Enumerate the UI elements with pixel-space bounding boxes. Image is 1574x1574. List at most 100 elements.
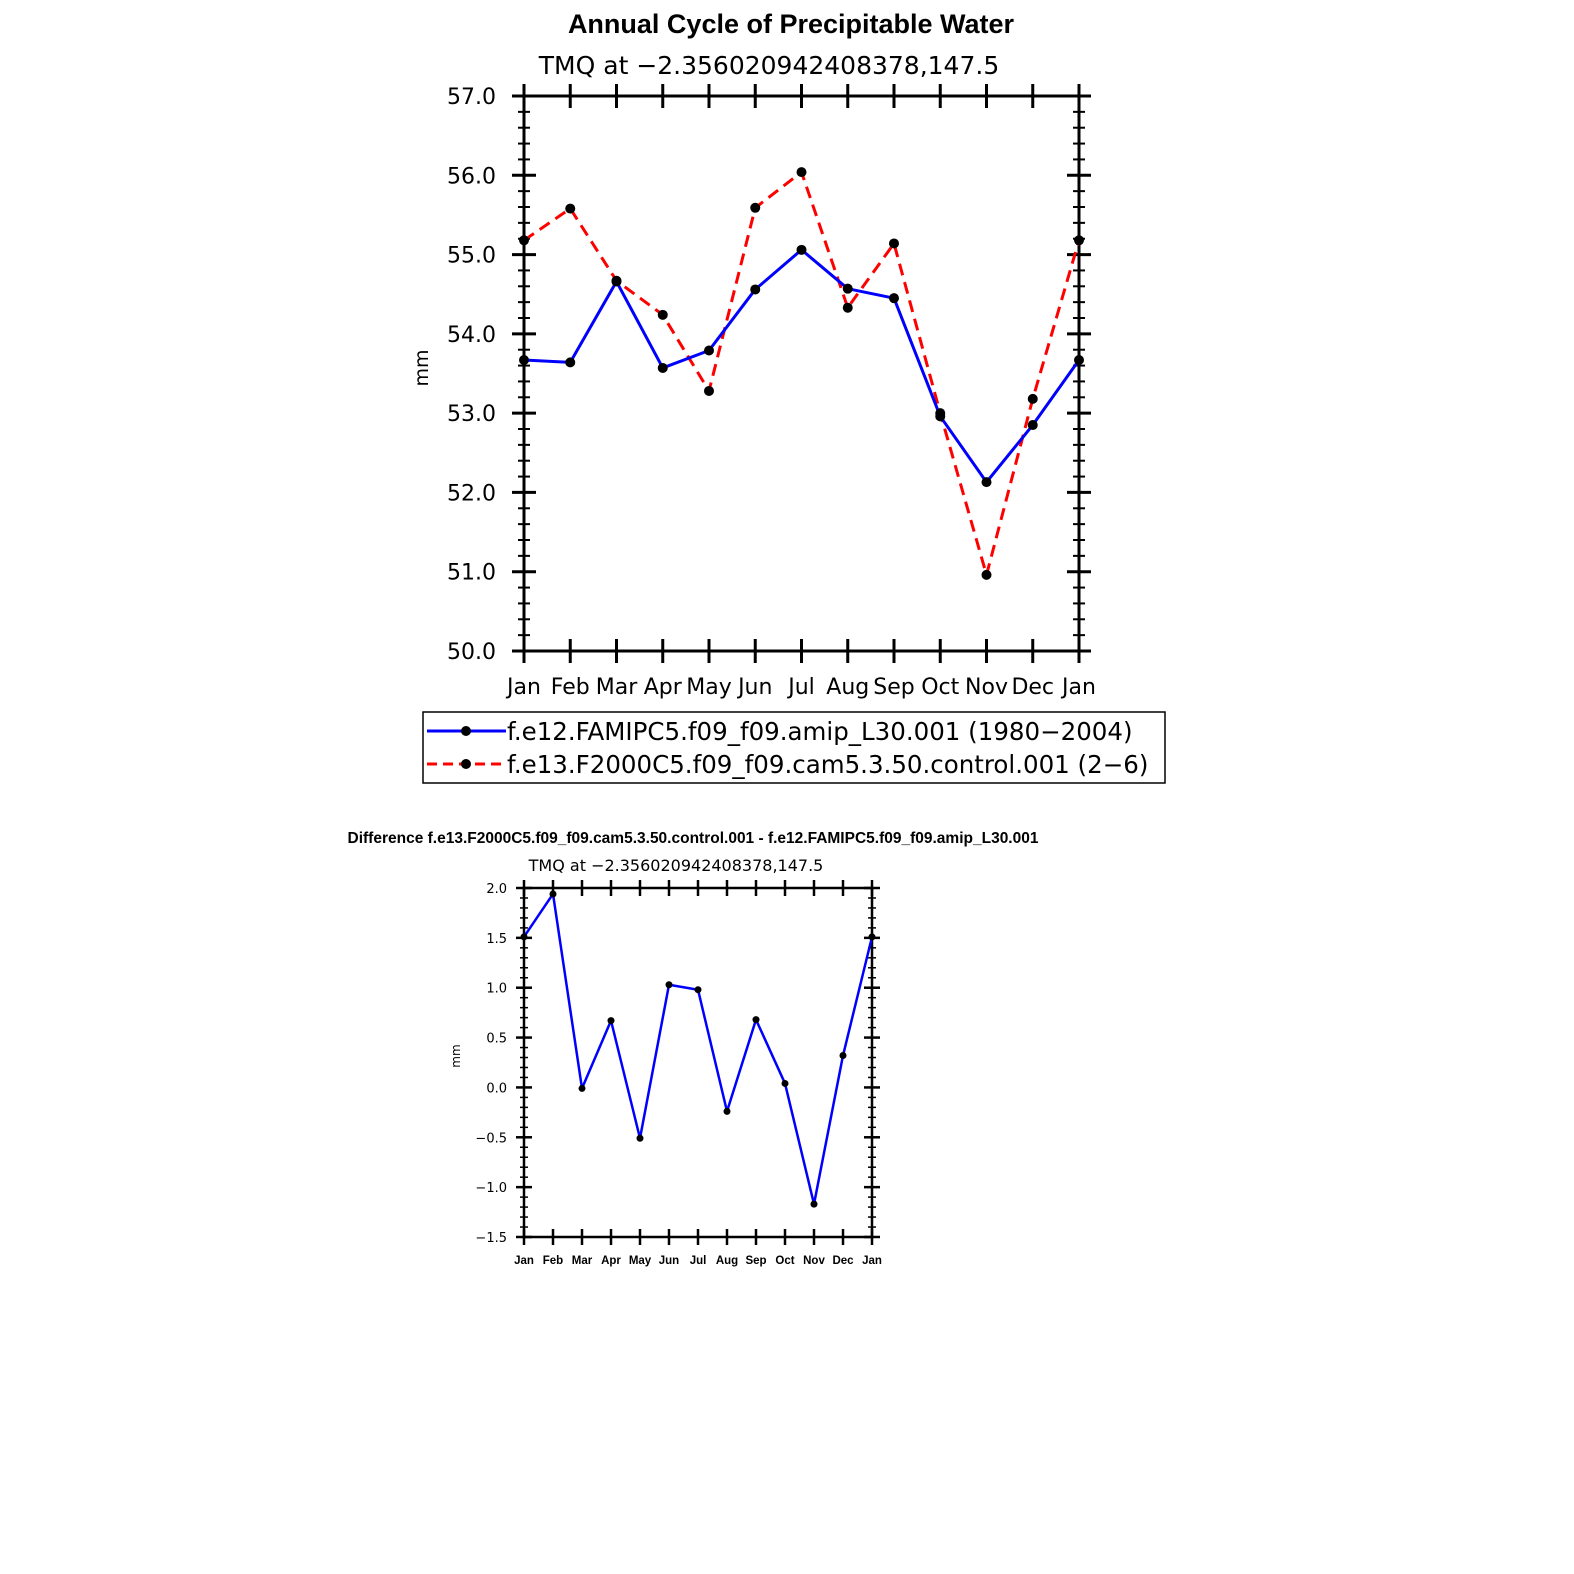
difference-y-axis-label: mm [449,1044,463,1067]
legend-entry-series-2: f.e13.F2000C5.f09_f09.cam5.3.50.control.… [507,750,1148,779]
data-point-series-2 [657,309,668,320]
y-tick-label: 50.0 [447,640,496,665]
x-tick-label: Sep [873,675,914,700]
difference-series-layer [520,890,876,1208]
legend: f.e12.FAMIPC5.f09_f09.amip_L30.001 (1980… [422,711,1166,784]
y-tick-label: 53.0 [447,402,496,427]
y-tick-label: −1.5 [475,1231,507,1246]
data-point-series-1 [578,1084,586,1092]
y-tick-label: 51.0 [447,561,496,586]
plot-axes: Jan Feb Mar Apr May Jun Jul Aug Sep Oct Nov Dec Jan5… [447,84,1096,700]
y-tick-label: 56.0 [447,164,496,189]
x-tick-label: Dec [1011,675,1054,700]
data-point-series-1 [520,933,528,941]
y-tick-label: 0.0 [486,1081,507,1096]
y-tick-label: −0.5 [475,1131,507,1146]
data-point-series-2 [750,202,761,213]
data-point-series-1 [781,1079,789,1087]
data-point-series-2 [519,235,529,246]
y-tick-label: 54.0 [447,323,496,348]
difference-axes: Jan Feb Mar Apr May Jun Jul Aug Sep Oct Nov Dec Jan−… [475,880,882,1267]
legend-marker-series-1 [461,726,471,736]
y-tick-label: −1.0 [475,1181,507,1196]
chart-subtitle: TMQ at −2.356020942408378,147.5 [538,51,999,80]
data-point-series-1 [657,362,668,373]
x-tick-label: Nov [965,675,1008,700]
x-tick-label: Jan [862,1255,882,1267]
data-point-series-1 [810,1200,818,1208]
plot-frame [522,886,874,1239]
x-tick-label: Aug [716,1255,738,1267]
data-point-series-2 [1027,393,1038,404]
y-tick-label: 2.0 [486,882,507,897]
data-point-series-1 [842,283,853,294]
data-point-series-1 [1074,355,1084,366]
series-line-1 [523,248,1081,484]
data-point-series-1 [935,411,946,422]
data-point-series-1 [1027,420,1038,431]
difference-subtitle: TMQ at −2.356020942408378,147.5 [528,856,824,875]
annual-cycle-chart: Annual Cycle of Precipitable Water TMQ a… [411,9,1166,784]
x-tick-label: Mar [596,675,638,700]
y-tick-label: 1.5 [486,932,507,947]
data-point-series-1 [752,1016,760,1024]
data-point-series-1 [565,357,576,368]
data-point-series-2 [842,302,853,313]
data-point-series-2 [889,238,899,249]
x-tick-label: Mar [572,1255,593,1267]
difference-chart: Difference f.e13.F2000C5.f09_f09.cam5.3.… [348,830,1039,1267]
legend-box [422,711,1166,784]
x-tick-label: Oct [775,1255,794,1267]
legend-entry-series-1: f.e12.FAMIPC5.f09_f09.amip_L30.001 (1980… [507,717,1133,746]
y-tick-label: 0.5 [486,1032,507,1047]
y-tick-label: 55.0 [447,244,496,269]
data-point-series-1 [519,355,529,366]
x-tick-label: Jan [514,1255,534,1267]
data-point-series-2 [796,167,807,178]
data-point-series-1 [723,1107,731,1115]
x-tick-label: Jun [736,675,772,700]
y-tick-label: 52.0 [447,481,496,506]
x-tick-label: Aug [826,675,869,700]
data-point-series-1 [611,276,622,287]
x-tick-label: Feb [543,1255,563,1267]
x-tick-label: Jun [659,1255,679,1267]
data-point-series-1 [665,981,673,989]
x-tick-label: Nov [803,1255,825,1267]
y-tick-label: 57.0 [447,85,496,110]
legend-marker-series-2 [461,759,471,769]
data-point-series-2 [565,203,576,214]
x-tick-label: Jul [690,1255,707,1267]
data-point-series-1 [889,293,899,304]
data-point-series-2 [1074,235,1084,246]
data-point-series-1 [607,1017,615,1025]
x-tick-label: Dec [832,1255,854,1267]
data-point-series-1 [636,1134,644,1142]
data-point-series-2 [704,385,714,396]
series-line-1 [522,892,874,1206]
data-point-series-1 [704,345,714,356]
difference-title: Difference f.e13.F2000C5.f09_f09.cam5.3.… [348,830,1039,847]
data-point-series-1 [549,890,557,898]
data-point-series-1 [694,986,702,994]
data-point-series-2 [981,569,992,580]
x-tick-label: May [629,1255,652,1267]
y-axis-label: mm [411,349,433,386]
series-layer [519,167,1084,580]
data-point-series-1 [981,477,992,488]
x-tick-label: Oct [921,675,959,700]
x-tick-label: Feb [551,675,590,700]
series-line-2 [523,170,1081,577]
chart-title: Annual Cycle of Precipitable Water [568,9,1015,39]
y-tick-label: 1.0 [486,982,507,997]
x-tick-label: Apr [644,675,683,700]
x-tick-label: Jan [1060,675,1096,700]
data-point-series-1 [796,244,807,255]
x-tick-label: Jan [505,675,541,700]
data-point-series-1 [750,284,761,295]
x-tick-label: Apr [601,1255,621,1267]
x-tick-label: May [686,675,731,700]
data-point-series-1 [868,933,876,941]
plot-frame [522,94,1081,653]
